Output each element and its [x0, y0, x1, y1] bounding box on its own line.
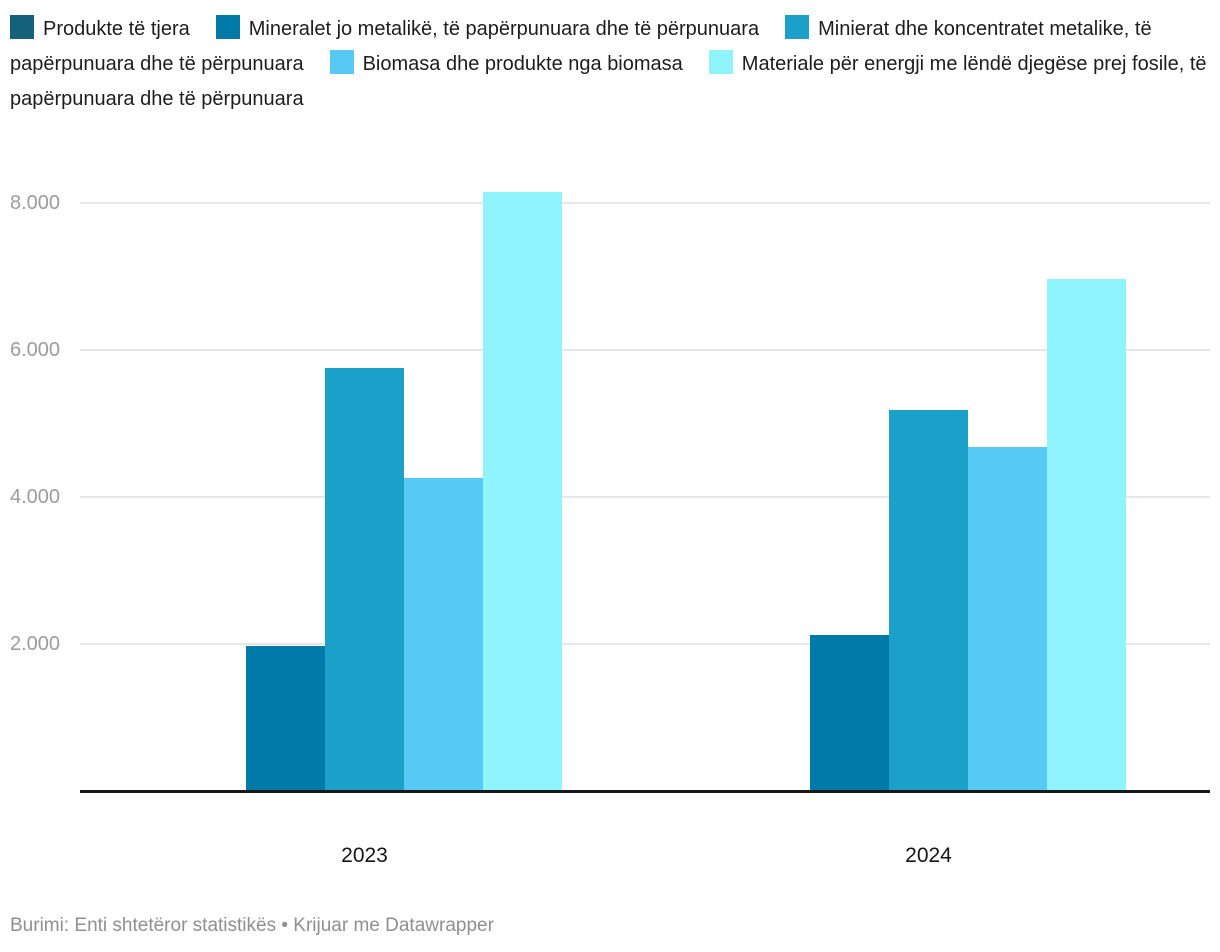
chart-legend: Produkte të tjera Mineralet jo metalikë, …: [10, 12, 1210, 117]
bar-2024-series-2[interactable]: [889, 410, 968, 791]
bar-2024-series-1[interactable]: [810, 635, 889, 791]
legend-swatch-icon: [215, 15, 240, 39]
legend-swatch-icon: [785, 15, 810, 39]
legend-swatch-icon: [708, 50, 733, 74]
y-axis-tick-label: 6.000: [10, 339, 61, 361]
bar-2023-series-2[interactable]: [325, 367, 404, 791]
legend-label: Biomasa dhe produkte nga biomasa: [362, 53, 683, 75]
legend-label: Mineralet jo metalikë, të papërpunuara d…: [248, 18, 760, 40]
legend-swatch-icon: [10, 15, 34, 39]
legend-item-4: Materiale për energji me lëndë djegëse p…: [10, 50, 1207, 110]
bar-2023-series-4[interactable]: [483, 191, 562, 791]
legend-label: Produkte të tjera: [43, 18, 190, 40]
gridline-6000: [80, 349, 1210, 351]
bar-2023-series-1[interactable]: [246, 646, 325, 791]
bar-2024-series-3[interactable]: [968, 447, 1047, 791]
y-axis-tick-label: 4.000: [10, 486, 61, 508]
bar-2023-series-3[interactable]: [404, 477, 483, 791]
y-axis-tick-label: 2.000: [10, 633, 61, 655]
legend-item-2: Minierat dhe koncentratet metalike, të p…: [10, 15, 1152, 75]
legend-label: Minierat dhe koncentratet metalike, të p…: [10, 18, 1152, 75]
legend-item-3: Biomasa dhe produkte nga biomasa: [329, 50, 683, 75]
legend-label: Materiale për energji me lëndë djegëse p…: [10, 53, 1207, 110]
gridline-2000: [80, 643, 1210, 645]
x-axis-label-2024: 2024: [905, 844, 952, 867]
x-axis-line: [80, 790, 1210, 793]
legend-item-0: Produkte të tjera: [10, 15, 190, 40]
x-axis-label-2023: 2023: [341, 844, 388, 867]
gridline-4000: [80, 496, 1210, 498]
y-axis-tick-label: 8.000: [10, 192, 61, 214]
bar-2024-series-4[interactable]: [1047, 278, 1126, 791]
legend-swatch-icon: [329, 50, 354, 74]
legend-item-1: Mineralet jo metalikë, të papërpunuara d…: [215, 15, 760, 40]
source-note: Burimi: Enti shtetëror statistikës • Kri…: [10, 915, 494, 936]
gridline-8000: [80, 202, 1210, 204]
